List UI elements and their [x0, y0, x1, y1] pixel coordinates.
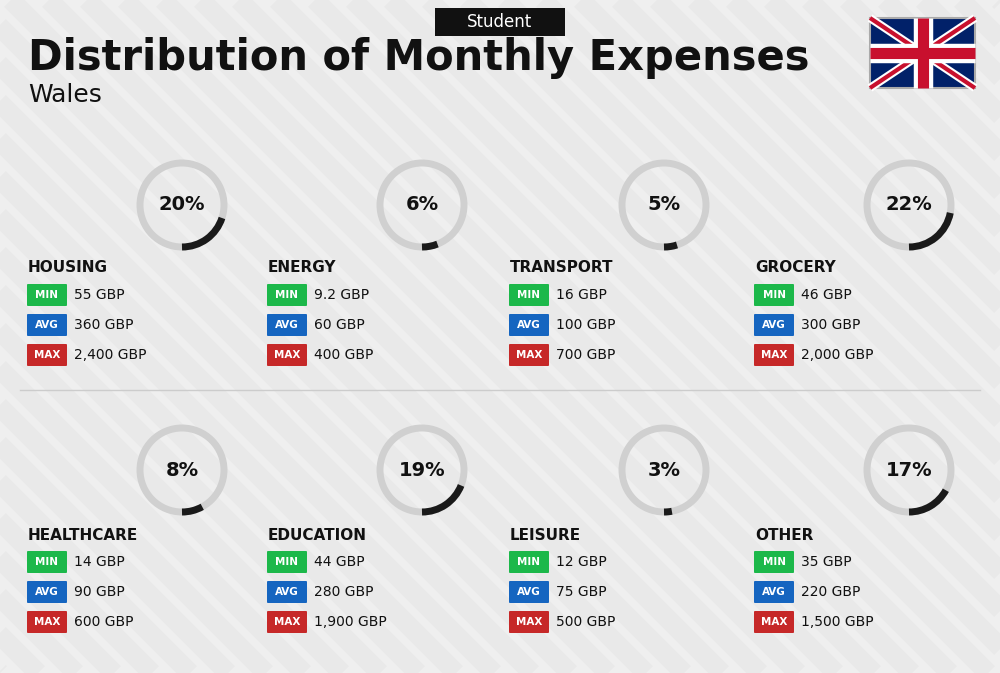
FancyBboxPatch shape	[754, 344, 794, 366]
Text: 360 GBP: 360 GBP	[74, 318, 134, 332]
FancyBboxPatch shape	[509, 611, 549, 633]
Text: MAX: MAX	[34, 350, 60, 360]
Text: 100 GBP: 100 GBP	[556, 318, 616, 332]
FancyBboxPatch shape	[27, 314, 67, 336]
Text: AVG: AVG	[517, 587, 541, 597]
Text: AVG: AVG	[35, 587, 59, 597]
Text: HOUSING: HOUSING	[28, 260, 108, 275]
Text: 46 GBP: 46 GBP	[801, 288, 852, 302]
Text: AVG: AVG	[275, 587, 299, 597]
Text: MAX: MAX	[34, 617, 60, 627]
Text: Student: Student	[467, 13, 533, 31]
Text: 17%: 17%	[886, 460, 932, 479]
Text: OTHER: OTHER	[755, 528, 813, 542]
Text: MIN: MIN	[276, 290, 298, 300]
Text: MAX: MAX	[516, 350, 542, 360]
Text: Distribution of Monthly Expenses: Distribution of Monthly Expenses	[28, 37, 810, 79]
Text: AVG: AVG	[762, 320, 786, 330]
FancyBboxPatch shape	[267, 611, 307, 633]
FancyBboxPatch shape	[27, 551, 67, 573]
FancyBboxPatch shape	[27, 344, 67, 366]
Text: 20%: 20%	[159, 195, 205, 215]
Text: 35 GBP: 35 GBP	[801, 555, 852, 569]
Text: 5%: 5%	[647, 195, 681, 215]
FancyBboxPatch shape	[435, 8, 565, 36]
FancyBboxPatch shape	[754, 581, 794, 603]
Text: 600 GBP: 600 GBP	[74, 615, 134, 629]
Text: MIN: MIN	[36, 290, 58, 300]
Text: AVG: AVG	[762, 587, 786, 597]
FancyBboxPatch shape	[27, 581, 67, 603]
Text: 75 GBP: 75 GBP	[556, 585, 607, 599]
Text: MIN: MIN	[36, 557, 58, 567]
Text: 16 GBP: 16 GBP	[556, 288, 607, 302]
Text: AVG: AVG	[275, 320, 299, 330]
Text: 400 GBP: 400 GBP	[314, 348, 373, 362]
Text: LEISURE: LEISURE	[510, 528, 581, 542]
Text: AVG: AVG	[517, 320, 541, 330]
Text: 280 GBP: 280 GBP	[314, 585, 374, 599]
Text: MAX: MAX	[516, 617, 542, 627]
Text: 220 GBP: 220 GBP	[801, 585, 860, 599]
FancyBboxPatch shape	[509, 344, 549, 366]
Text: MIN: MIN	[518, 557, 540, 567]
Text: 44 GBP: 44 GBP	[314, 555, 365, 569]
Text: MIN: MIN	[763, 290, 786, 300]
Text: 55 GBP: 55 GBP	[74, 288, 125, 302]
Text: 14 GBP: 14 GBP	[74, 555, 125, 569]
Text: AVG: AVG	[35, 320, 59, 330]
FancyBboxPatch shape	[870, 18, 975, 88]
Text: MAX: MAX	[761, 617, 787, 627]
FancyBboxPatch shape	[509, 284, 549, 306]
Text: Wales: Wales	[28, 83, 102, 107]
Text: 1,900 GBP: 1,900 GBP	[314, 615, 387, 629]
FancyBboxPatch shape	[754, 314, 794, 336]
FancyBboxPatch shape	[754, 551, 794, 573]
FancyBboxPatch shape	[267, 314, 307, 336]
Text: 19%: 19%	[399, 460, 445, 479]
Text: GROCERY: GROCERY	[755, 260, 836, 275]
FancyBboxPatch shape	[754, 611, 794, 633]
FancyBboxPatch shape	[509, 314, 549, 336]
Text: MAX: MAX	[274, 350, 300, 360]
FancyBboxPatch shape	[509, 551, 549, 573]
Text: 6%: 6%	[405, 195, 439, 215]
Text: MAX: MAX	[274, 617, 300, 627]
FancyBboxPatch shape	[267, 551, 307, 573]
Text: 1,500 GBP: 1,500 GBP	[801, 615, 874, 629]
Text: HEALTHCARE: HEALTHCARE	[28, 528, 138, 542]
Text: 2,400 GBP: 2,400 GBP	[74, 348, 146, 362]
FancyBboxPatch shape	[267, 284, 307, 306]
FancyBboxPatch shape	[509, 581, 549, 603]
Text: 500 GBP: 500 GBP	[556, 615, 615, 629]
Text: TRANSPORT: TRANSPORT	[510, 260, 614, 275]
Text: 9.2 GBP: 9.2 GBP	[314, 288, 369, 302]
Text: MAX: MAX	[761, 350, 787, 360]
Text: ENERGY: ENERGY	[268, 260, 336, 275]
Text: 12 GBP: 12 GBP	[556, 555, 607, 569]
Text: 300 GBP: 300 GBP	[801, 318, 860, 332]
Text: 8%: 8%	[165, 460, 199, 479]
FancyBboxPatch shape	[27, 284, 67, 306]
Text: MIN: MIN	[518, 290, 540, 300]
Text: 2,000 GBP: 2,000 GBP	[801, 348, 874, 362]
Text: 22%: 22%	[886, 195, 932, 215]
Text: 60 GBP: 60 GBP	[314, 318, 365, 332]
Text: 90 GBP: 90 GBP	[74, 585, 125, 599]
Text: MIN: MIN	[763, 557, 786, 567]
Text: 700 GBP: 700 GBP	[556, 348, 615, 362]
Text: 3%: 3%	[648, 460, 680, 479]
FancyBboxPatch shape	[27, 611, 67, 633]
FancyBboxPatch shape	[754, 284, 794, 306]
FancyBboxPatch shape	[267, 581, 307, 603]
Text: EDUCATION: EDUCATION	[268, 528, 367, 542]
Text: MIN: MIN	[276, 557, 298, 567]
FancyBboxPatch shape	[267, 344, 307, 366]
